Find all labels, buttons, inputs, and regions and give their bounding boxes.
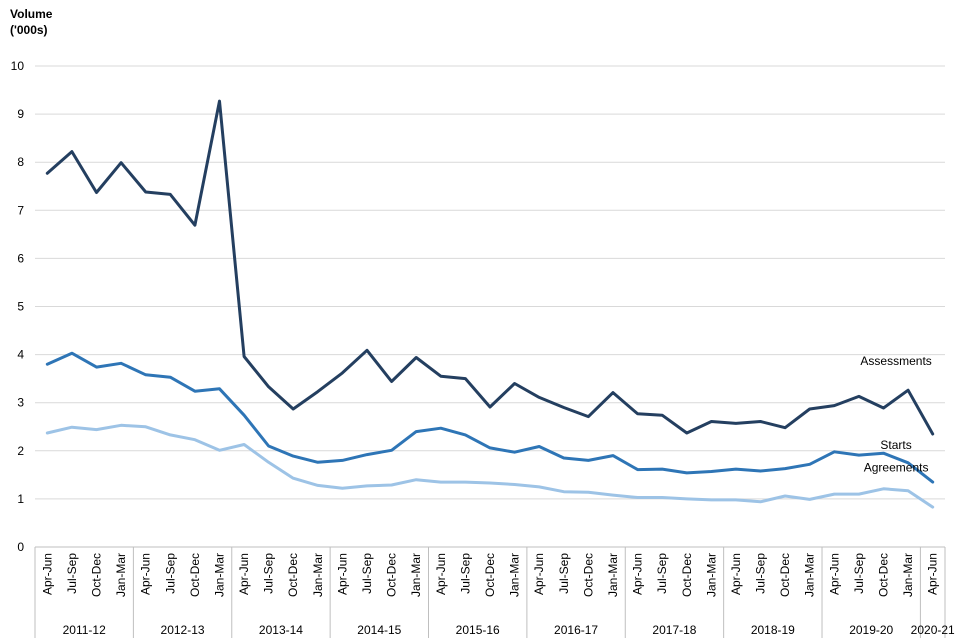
x-group-label: 2020-21 [911, 623, 955, 637]
series-line-agreements [45, 423, 935, 509]
x-tick-label: Jan-Mar [901, 553, 915, 597]
series-label-agreements: Agreements [864, 461, 929, 475]
series-line-assessments [45, 99, 935, 436]
x-group-label: 2019-20 [849, 623, 893, 637]
x-tick-label: Jan-Mar [704, 553, 718, 597]
y-tick-label: 0 [17, 540, 24, 554]
y-axis-title-line1: Volume [10, 7, 53, 21]
x-group-label: 2017-18 [652, 623, 696, 637]
x-tick-label: Jul-Sep [360, 553, 374, 594]
x-tick-label: Oct-Dec [286, 553, 300, 597]
x-tick-label: Jul-Sep [852, 553, 866, 594]
x-tick-label: Oct-Dec [188, 553, 202, 597]
y-tick-label: 8 [17, 155, 24, 169]
y-tick-label: 1 [17, 492, 24, 506]
series-label-assessments: Assessments [860, 354, 931, 368]
x-tick-label: Jul-Sep [557, 553, 571, 594]
x-tick-label: Jul-Sep [655, 553, 669, 594]
x-tick-label: Apr-Jun [335, 553, 349, 595]
x-tick-label: Jan-Mar [212, 553, 226, 597]
y-tick-label: 9 [17, 107, 24, 121]
series-line-starts [45, 351, 935, 484]
x-tick-label: Jul-Sep [754, 553, 768, 594]
x-tick-label: Jul-Sep [262, 553, 276, 594]
y-tick-label: 4 [17, 348, 24, 362]
y-tick-label: 10 [11, 59, 25, 73]
x-tick-label: Apr-Jun [926, 553, 940, 595]
series-lines [45, 99, 935, 509]
y-tick-label: 2 [17, 444, 24, 458]
x-tick-label: Oct-Dec [778, 553, 792, 597]
y-tick-label: 7 [17, 203, 24, 217]
x-tick-label: Apr-Jun [434, 553, 448, 595]
x-tick-label: Apr-Jun [532, 553, 546, 595]
x-tick-label: Oct-Dec [89, 553, 103, 597]
x-group-label: 2013-14 [259, 623, 303, 637]
x-tick-label: Jan-Mar [114, 553, 128, 597]
x-tick-label: Oct-Dec [385, 553, 399, 597]
x-tick-label: Jan-Mar [508, 553, 522, 597]
x-tick-label: Apr-Jun [729, 553, 743, 595]
x-tick-label: Jan-Mar [311, 553, 325, 597]
x-tick-label: Oct-Dec [483, 553, 497, 597]
x-tick-label: Oct-Dec [680, 553, 694, 597]
x-axis: Apr-Jun Jul-Sep Oct-Dec Jan-Mar Apr-Jun Jul-S… [34, 546, 955, 638]
x-tick-label: Apr-Jun [631, 553, 645, 595]
x-tick-label: Jan-Mar [409, 553, 423, 597]
x-tick-label: Apr-Jun [40, 553, 54, 595]
x-tick-label: Oct-Dec [581, 553, 595, 597]
x-tick-label: Apr-Jun [827, 553, 841, 595]
x-tick-label: Jul-Sep [65, 553, 79, 594]
grid-lines [35, 65, 945, 500]
x-tick-label: Apr-Jun [237, 553, 251, 595]
x-tick-label: Oct-Dec [877, 553, 891, 597]
y-tick-label: 6 [17, 251, 24, 265]
y-axis-title: Volume ('000s) [10, 6, 52, 38]
x-group-label: 2014-15 [357, 623, 401, 637]
x-group-label: 2018-19 [751, 623, 795, 637]
x-tick-label: Jul-Sep [458, 553, 472, 594]
x-group-label: 2012-13 [161, 623, 205, 637]
x-group-label: 2016-17 [554, 623, 598, 637]
x-group-label: 2015-16 [456, 623, 500, 637]
x-group-label: 2011-12 [63, 623, 106, 637]
y-axis-ticks: 0 1 2 3 4 5 6 7 8 9 10 [11, 59, 25, 554]
y-tick-label: 3 [17, 396, 24, 410]
series-label-starts: Starts [880, 438, 911, 452]
x-tick-label: Jul-Sep [163, 553, 177, 594]
y-tick-label: 5 [17, 300, 24, 314]
x-tick-label: Jan-Mar [803, 553, 817, 597]
series-labels: Assessments Starts Agreements [860, 354, 931, 475]
y-axis-title-line2: ('000s) [10, 23, 48, 37]
x-tick-label: Jan-Mar [606, 553, 620, 597]
x-tick-label: Apr-Jun [139, 553, 153, 595]
